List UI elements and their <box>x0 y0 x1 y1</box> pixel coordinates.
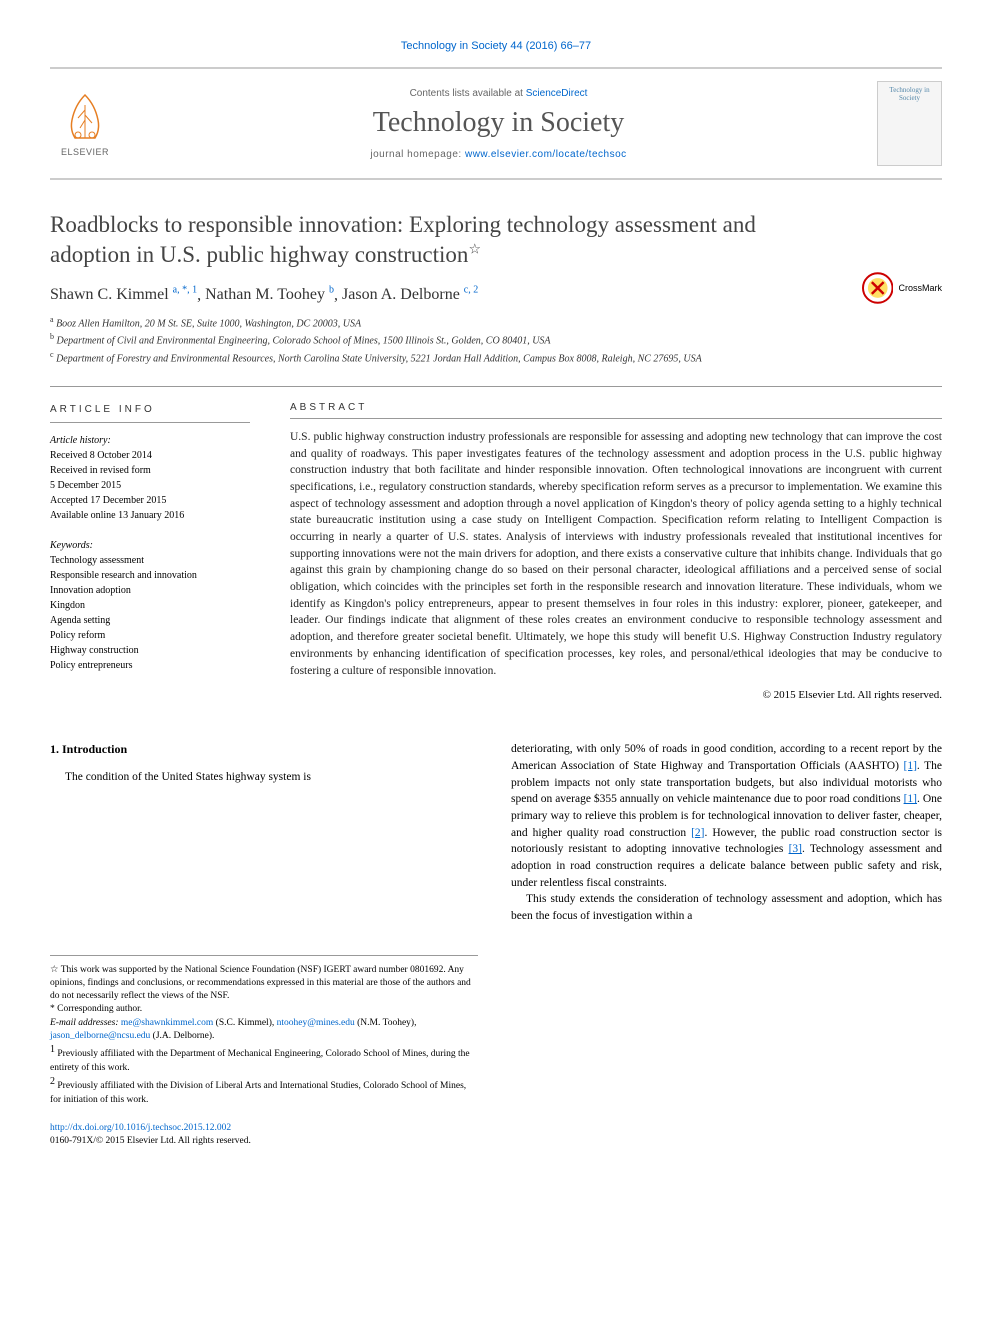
article-title: Roadblocks to responsible innovation: Ex… <box>50 210 842 270</box>
elsevier-tree-icon <box>60 90 110 145</box>
crossmark-icon <box>862 272 893 304</box>
fn1-text: Previously affiliated with the Departmen… <box>50 1050 470 1073</box>
elsevier-label: ELSEVIER <box>61 147 109 157</box>
intro-para-2-right: This study extends the consideration of … <box>511 891 942 924</box>
column-left: 1. Introduction The condition of the Uni… <box>50 741 481 924</box>
footnote-2: 2 Previously affiliated with the Divisio… <box>50 1075 478 1107</box>
keyword-item: Responsible research and innovation <box>50 568 250 583</box>
abstract-copyright: © 2015 Elsevier Ltd. All rights reserved… <box>290 689 942 701</box>
journal-cover-thumbnail: Technology in Society <box>877 81 942 166</box>
footnote-star: ☆ This work was supported by the Nationa… <box>50 964 478 1004</box>
ref-link-2[interactable]: [2] <box>691 827 704 839</box>
affiliation-list: a Booz Allen Hamilton, 20 M St. SE, Suit… <box>50 314 842 366</box>
email-link[interactable]: jason_delborne@ncsu.edu <box>50 1031 150 1041</box>
contents-prefix: Contents lists available at <box>410 88 526 99</box>
abstract-header: ABSTRACT <box>290 402 942 419</box>
keywords-label: Keywords: <box>50 538 250 553</box>
keywords-list: Technology assessmentResponsible researc… <box>50 553 250 673</box>
history-item: Available online 13 January 2016 <box>50 508 250 523</box>
keyword-item: Policy entrepreneurs <box>50 658 250 673</box>
citation-line: Technology in Society 44 (2016) 66–77 <box>50 40 942 52</box>
page-footer: http://dx.doi.org/10.1016/j.techsoc.2015… <box>50 1122 942 1149</box>
history-item: Received in revised form <box>50 463 250 478</box>
crossmark-badge[interactable]: CrossMark <box>862 210 942 366</box>
article-info-header: ARTICLE INFO <box>50 402 250 423</box>
intro-para-1-left: The condition of the United States highw… <box>50 769 481 786</box>
cover-title: Technology in Society <box>882 86 937 103</box>
homepage-line: journal homepage: www.elsevier.com/locat… <box>140 149 857 160</box>
crossmark-label: CrossMark <box>898 283 942 293</box>
author: Nathan M. Toohey b <box>205 286 334 303</box>
email-link[interactable]: me@shawnkimmel.com <box>121 1018 213 1028</box>
abstract-block: ABSTRACT U.S. public highway constructio… <box>290 402 942 701</box>
abstract-text: U.S. public highway construction industr… <box>290 429 942 679</box>
email-label: E-mail addresses: <box>50 1018 119 1028</box>
title-footnote-star: ☆ <box>468 242 481 257</box>
email-link[interactable]: ntoohey@mines.edu <box>277 1018 355 1028</box>
author-list: Shawn C. Kimmel a, *, 1, Nathan M. Toohe… <box>50 285 842 304</box>
journal-name: Technology in Society <box>140 107 857 139</box>
footnote-corresponding: * Corresponding author. <box>50 1003 478 1016</box>
title-text: Roadblocks to responsible innovation: Ex… <box>50 212 756 267</box>
author: Jason A. Delborne c, 2 <box>342 286 478 303</box>
keyword-item: Technology assessment <box>50 553 250 568</box>
intro-text-a: deteriorating, with only 50% of roads in… <box>511 743 942 772</box>
sciencedirect-link[interactable]: ScienceDirect <box>526 88 588 99</box>
history-item: 5 December 2015 <box>50 478 250 493</box>
intro-heading: 1. Introduction <box>50 741 481 758</box>
footnotes-block: ☆ This work was supported by the Nationa… <box>50 955 478 1107</box>
affiliation: b Department of Civil and Environmental … <box>50 331 842 348</box>
article-info-block: ARTICLE INFO Article history: Received 8… <box>50 402 250 701</box>
keyword-item: Highway construction <box>50 643 250 658</box>
history-item: Received 8 October 2014 <box>50 448 250 463</box>
history-label: Article history: <box>50 433 250 448</box>
footnote-emails: E-mail addresses: me@shawnkimmel.com (S.… <box>50 1017 478 1044</box>
intro-para-1-right: deteriorating, with only 50% of roads in… <box>511 741 942 891</box>
affiliation: c Department of Forestry and Environment… <box>50 349 842 366</box>
journal-header: ELSEVIER Contents lists available at Sci… <box>50 67 942 180</box>
history-item: Accepted 17 December 2015 <box>50 493 250 508</box>
footnote-1: 1 Previously affiliated with the Departm… <box>50 1043 478 1075</box>
history-list: Received 8 October 2014Received in revis… <box>50 448 250 523</box>
ref-link-1b[interactable]: [1] <box>904 793 917 805</box>
keyword-item: Agenda setting <box>50 613 250 628</box>
doi-link[interactable]: http://dx.doi.org/10.1016/j.techsoc.2015… <box>50 1123 231 1133</box>
keyword-item: Policy reform <box>50 628 250 643</box>
divider <box>50 386 942 387</box>
ref-link-3[interactable]: [3] <box>789 843 802 855</box>
contents-line: Contents lists available at ScienceDirec… <box>140 88 857 99</box>
author: Shawn C. Kimmel a, *, 1 <box>50 286 197 303</box>
issn-copyright: 0160-791X/© 2015 Elsevier Ltd. All right… <box>50 1136 251 1146</box>
keyword-item: Kingdon <box>50 598 250 613</box>
column-right: deteriorating, with only 50% of roads in… <box>511 741 942 924</box>
fn2-text: Previously affiliated with the Division … <box>50 1081 466 1104</box>
affiliation: a Booz Allen Hamilton, 20 M St. SE, Suit… <box>50 314 842 331</box>
homepage-prefix: journal homepage: <box>370 149 465 160</box>
ref-link-1[interactable]: [1] <box>903 760 916 772</box>
elsevier-logo: ELSEVIER <box>50 84 120 164</box>
homepage-link[interactable]: www.elsevier.com/locate/techsoc <box>465 149 627 160</box>
keyword-item: Innovation adoption <box>50 583 250 598</box>
